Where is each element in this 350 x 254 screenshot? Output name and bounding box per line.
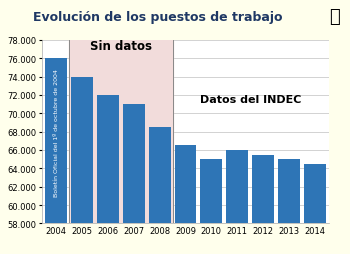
Bar [175,146,196,224]
Bar [69,41,173,224]
Bar [123,105,145,224]
Bar [226,150,248,224]
Bar [71,77,93,224]
Bar [252,155,274,224]
Bar [278,160,300,224]
Bar [149,128,171,224]
Bar [123,105,145,224]
Bar [97,96,119,224]
Bar [226,150,248,224]
Text: Boletín Oficial del 1º de octubre de 2004: Boletín Oficial del 1º de octubre de 200… [54,68,59,196]
Text: Sin datos: Sin datos [90,40,152,53]
Bar [278,160,300,224]
Bar [304,164,326,224]
Bar [45,59,67,224]
Text: 🔍: 🔍 [329,8,340,26]
Bar [200,160,222,224]
Bar [97,96,119,224]
Bar [200,160,222,224]
Bar [252,155,274,224]
Bar [149,128,171,224]
Text: Datos del INDEC: Datos del INDEC [200,95,301,105]
Text: Evolución de los puestos de trabajo: Evolución de los puestos de trabajo [33,11,282,24]
Bar [175,146,196,224]
Bar [304,164,326,224]
Bar [45,59,67,224]
Bar [71,77,93,224]
